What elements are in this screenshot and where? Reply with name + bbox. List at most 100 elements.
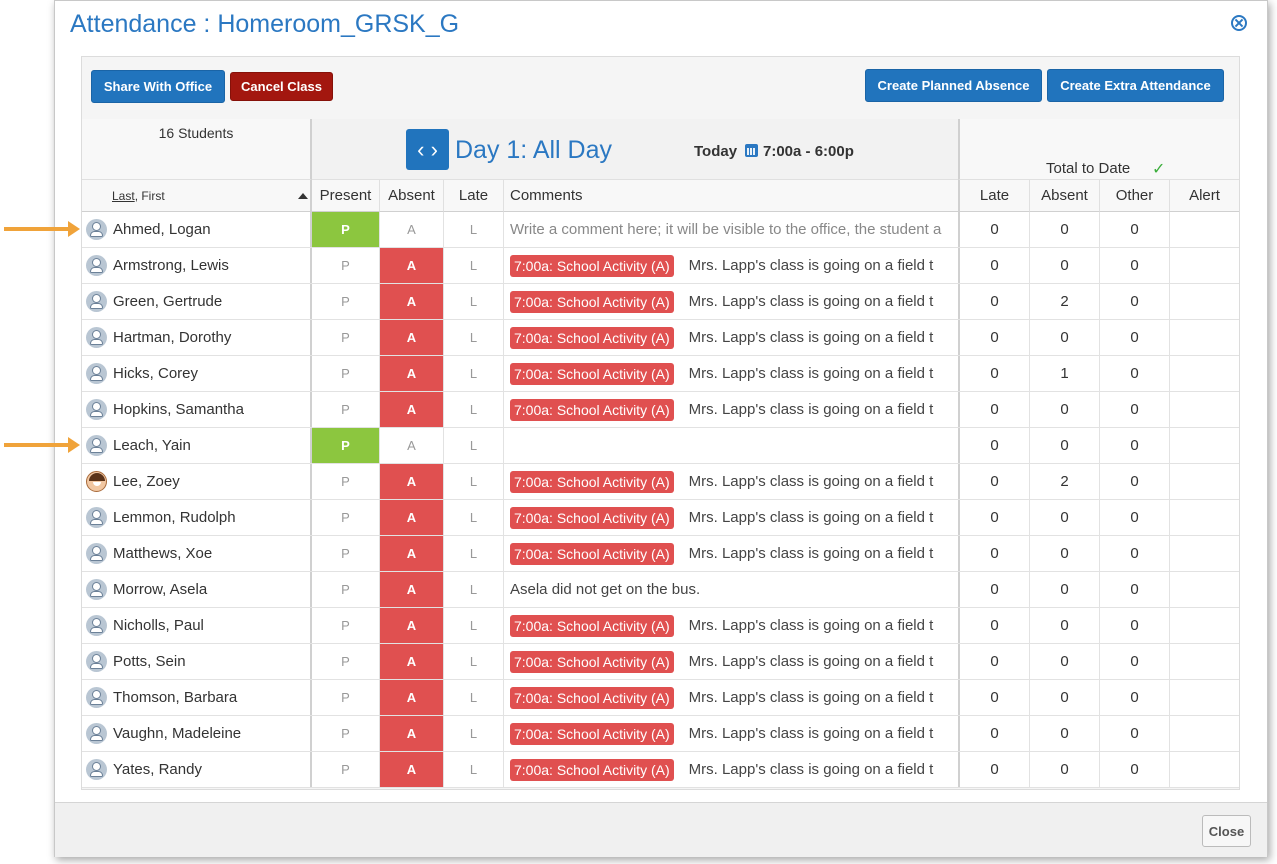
present-toggle[interactable]: P bbox=[312, 464, 380, 499]
student-name-cell[interactable]: Lee, Zoey bbox=[82, 464, 312, 499]
late-toggle[interactable]: L bbox=[444, 248, 504, 283]
present-toggle[interactable]: P bbox=[312, 680, 380, 715]
absent-toggle[interactable]: A bbox=[380, 500, 444, 535]
present-toggle[interactable]: P bbox=[312, 500, 380, 535]
student-name-cell[interactable]: Morrow, Asela bbox=[82, 572, 312, 607]
student-name-cell[interactable]: Armstrong, Lewis bbox=[82, 248, 312, 283]
circle-x-icon[interactable] bbox=[1231, 15, 1247, 31]
comment-field[interactable]: 7:00a: School Activity (A) Mrs. Lapp's cl… bbox=[504, 248, 958, 283]
comment-field[interactable]: Write a comment here; it will be visible… bbox=[504, 212, 958, 247]
student-name-cell[interactable]: Yates, Randy bbox=[82, 752, 312, 787]
student-name-cell[interactable]: Leach, Yain bbox=[82, 428, 312, 463]
student-name-cell[interactable]: Hicks, Corey bbox=[82, 356, 312, 391]
activity-badge[interactable]: 7:00a: School Activity (A) bbox=[510, 470, 674, 493]
present-toggle[interactable]: P bbox=[312, 212, 380, 247]
comment-field[interactable]: 7:00a: School Activity (A) Mrs. Lapp's cl… bbox=[504, 356, 958, 391]
student-name-cell[interactable]: Lemmon, Rudolph bbox=[82, 500, 312, 535]
absent-toggle[interactable]: A bbox=[380, 752, 444, 787]
create-extra-attendance-button[interactable]: Create Extra Attendance bbox=[1047, 69, 1224, 102]
student-name-cell[interactable]: Ahmed, Logan bbox=[82, 212, 312, 247]
absent-toggle[interactable]: A bbox=[380, 716, 444, 751]
present-toggle[interactable]: P bbox=[312, 716, 380, 751]
absent-toggle[interactable]: A bbox=[380, 464, 444, 499]
present-toggle[interactable]: P bbox=[312, 608, 380, 643]
student-name-cell[interactable]: Thomson, Barbara bbox=[82, 680, 312, 715]
late-toggle[interactable]: L bbox=[444, 716, 504, 751]
late-toggle[interactable]: L bbox=[444, 644, 504, 679]
activity-badge[interactable]: 7:00a: School Activity (A) bbox=[510, 542, 674, 565]
late-toggle[interactable]: L bbox=[444, 212, 504, 247]
absent-toggle[interactable]: A bbox=[380, 284, 444, 319]
late-toggle[interactable]: L bbox=[444, 284, 504, 319]
sort-last-link[interactable]: Last bbox=[112, 188, 135, 203]
present-toggle[interactable]: P bbox=[312, 392, 380, 427]
comment-field[interactable]: 7:00a: School Activity (A) Mrs. Lapp's cl… bbox=[504, 464, 958, 499]
activity-badge[interactable]: 7:00a: School Activity (A) bbox=[510, 758, 674, 781]
create-planned-absence-button[interactable]: Create Planned Absence bbox=[865, 69, 1042, 102]
present-toggle[interactable]: P bbox=[312, 428, 380, 463]
comment-field[interactable]: 7:00a: School Activity (A) Mrs. Lapp's cl… bbox=[504, 608, 958, 643]
activity-badge[interactable]: 7:00a: School Activity (A) bbox=[510, 398, 674, 421]
activity-badge[interactable]: 7:00a: School Activity (A) bbox=[510, 686, 674, 709]
late-toggle[interactable]: L bbox=[444, 608, 504, 643]
present-toggle[interactable]: P bbox=[312, 572, 380, 607]
comment-field[interactable]: Asela did not get on the bus. bbox=[504, 572, 958, 607]
comment-field[interactable] bbox=[504, 428, 958, 463]
late-toggle[interactable]: L bbox=[444, 572, 504, 607]
comment-field[interactable]: 7:00a: School Activity (A) Mrs. Lapp's cl… bbox=[504, 392, 958, 427]
present-toggle[interactable]: P bbox=[312, 284, 380, 319]
student-name-cell[interactable]: Green, Gertrude bbox=[82, 284, 312, 319]
late-toggle[interactable]: L bbox=[444, 392, 504, 427]
late-toggle[interactable]: L bbox=[444, 752, 504, 787]
present-toggle[interactable]: P bbox=[312, 644, 380, 679]
absent-toggle[interactable]: A bbox=[380, 572, 444, 607]
late-toggle[interactable]: L bbox=[444, 680, 504, 715]
student-name-cell[interactable]: Vaughn, Madeleine bbox=[82, 716, 312, 751]
comment-field[interactable]: 7:00a: School Activity (A) Mrs. Lapp's cl… bbox=[504, 680, 958, 715]
comment-field[interactable]: 7:00a: School Activity (A) Mrs. Lapp's cl… bbox=[504, 644, 958, 679]
absent-toggle[interactable]: A bbox=[380, 428, 444, 463]
late-toggle[interactable]: L bbox=[444, 320, 504, 355]
absent-toggle[interactable]: A bbox=[380, 356, 444, 391]
activity-badge[interactable]: 7:00a: School Activity (A) bbox=[510, 614, 674, 637]
late-toggle[interactable]: L bbox=[444, 356, 504, 391]
absent-toggle[interactable]: A bbox=[380, 644, 444, 679]
activity-badge[interactable]: 7:00a: School Activity (A) bbox=[510, 506, 674, 529]
absent-toggle[interactable]: A bbox=[380, 212, 444, 247]
comment-field[interactable]: 7:00a: School Activity (A) Mrs. Lapp's cl… bbox=[504, 284, 958, 319]
absent-toggle[interactable]: A bbox=[380, 680, 444, 715]
comment-field[interactable]: 7:00a: School Activity (A) Mrs. Lapp's cl… bbox=[504, 500, 958, 535]
absent-toggle[interactable]: A bbox=[380, 248, 444, 283]
student-name-cell[interactable]: Hartman, Dorothy bbox=[82, 320, 312, 355]
absent-toggle[interactable]: A bbox=[380, 536, 444, 571]
present-toggle[interactable]: P bbox=[312, 248, 380, 283]
activity-badge[interactable]: 7:00a: School Activity (A) bbox=[510, 722, 674, 745]
activity-badge[interactable]: 7:00a: School Activity (A) bbox=[510, 362, 674, 385]
late-toggle[interactable]: L bbox=[444, 500, 504, 535]
share-with-office-button[interactable]: Share With Office bbox=[91, 70, 225, 103]
sort-name-header[interactable]: Last, First bbox=[82, 179, 312, 212]
close-button[interactable]: Close bbox=[1202, 815, 1251, 847]
activity-badge[interactable]: 7:00a: School Activity (A) bbox=[510, 326, 674, 349]
present-toggle[interactable]: P bbox=[312, 356, 380, 391]
present-toggle[interactable]: P bbox=[312, 752, 380, 787]
absent-toggle[interactable]: A bbox=[380, 392, 444, 427]
activity-badge[interactable]: 7:00a: School Activity (A) bbox=[510, 650, 674, 673]
day-nav-button[interactable]: ‹ › bbox=[406, 129, 449, 170]
comment-field[interactable]: 7:00a: School Activity (A) Mrs. Lapp's cl… bbox=[504, 320, 958, 355]
student-name-cell[interactable]: Potts, Sein bbox=[82, 644, 312, 679]
student-name-cell[interactable]: Matthews, Xoe bbox=[82, 536, 312, 571]
comment-field[interactable]: 7:00a: School Activity (A) Mrs. Lapp's cl… bbox=[504, 752, 958, 787]
student-name-cell[interactable]: Nicholls, Paul bbox=[82, 608, 312, 643]
activity-badge[interactable]: 7:00a: School Activity (A) bbox=[510, 254, 674, 277]
present-toggle[interactable]: P bbox=[312, 320, 380, 355]
cancel-class-button[interactable]: Cancel Class bbox=[230, 72, 333, 101]
late-toggle[interactable]: L bbox=[444, 536, 504, 571]
student-name-cell[interactable]: Hopkins, Samantha bbox=[82, 392, 312, 427]
activity-badge[interactable]: 7:00a: School Activity (A) bbox=[510, 290, 674, 313]
comment-field[interactable]: 7:00a: School Activity (A) Mrs. Lapp's cl… bbox=[504, 716, 958, 751]
late-toggle[interactable]: L bbox=[444, 464, 504, 499]
absent-toggle[interactable]: A bbox=[380, 608, 444, 643]
absent-toggle[interactable]: A bbox=[380, 320, 444, 355]
late-toggle[interactable]: L bbox=[444, 428, 504, 463]
